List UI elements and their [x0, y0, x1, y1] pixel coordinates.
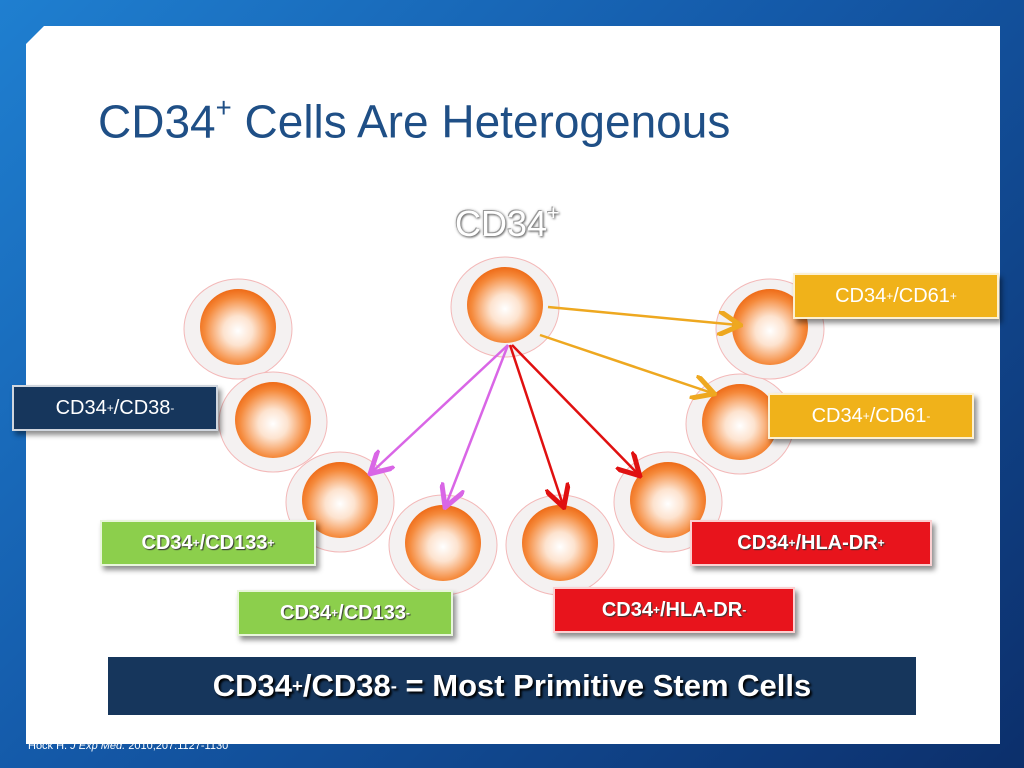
- slide-title: CD34+ Cells Are Heterogenous: [98, 92, 730, 149]
- text-segment: /CD61: [869, 404, 927, 427]
- text-segment: CD34: [455, 203, 548, 245]
- superscript: +: [877, 536, 885, 550]
- text-segment: /HLA-DR: [659, 598, 743, 621]
- superscript: +: [886, 289, 894, 303]
- superscript: -: [405, 606, 410, 620]
- cell-nucleus: [405, 505, 481, 581]
- arrow: [446, 344, 510, 505]
- text-segment: CD34: [55, 396, 107, 419]
- arrow: [547, 305, 738, 325]
- superscript: +: [215, 92, 232, 123]
- summary-banner: CD34 +/CD38- = Most Primitive Stem Cells: [108, 657, 916, 715]
- cell-nucleus: [732, 289, 808, 365]
- superscript: +: [267, 536, 275, 550]
- superscript: +: [291, 675, 303, 696]
- text-segment: /CD38: [113, 396, 171, 419]
- superscript: -: [390, 675, 397, 696]
- superscript: +: [331, 606, 339, 620]
- cell-nucleus: [235, 382, 311, 458]
- text-segment: /CD38: [302, 668, 391, 703]
- text-segment: CD34: [737, 531, 789, 554]
- arrow: [511, 344, 638, 474]
- cell-nucleus: [302, 462, 378, 538]
- text-segment: CD34: [811, 404, 863, 427]
- text-segment: CD34: [601, 598, 653, 621]
- text-segment: /HLA-DR: [795, 531, 878, 554]
- cell-nucleus: [200, 289, 276, 365]
- text-segment: /CD61: [893, 284, 950, 307]
- superscript: +: [652, 603, 660, 617]
- superscript: +: [106, 401, 114, 415]
- superscript: +: [192, 536, 200, 550]
- label-box: CD34 +/CD61-: [768, 393, 974, 439]
- cell-nucleus: [522, 505, 598, 581]
- cell-nucleus: [702, 384, 778, 460]
- citation-author: Hock H.: [28, 740, 71, 752]
- superscript: +: [949, 289, 957, 303]
- label-box: CD34 +/CD38-: [12, 385, 218, 431]
- superscript: +: [547, 200, 560, 225]
- text-segment: CD34: [835, 284, 887, 307]
- citation-details: 2010;207:1127-1130: [125, 740, 229, 752]
- arrows: [372, 305, 738, 505]
- text-segment: = Most Primitive Stem Cells: [396, 668, 812, 703]
- arrow: [372, 344, 509, 472]
- text-segment: CD34: [141, 531, 193, 554]
- cell-nucleus: [467, 267, 543, 343]
- text-segment: Cells Are Heterogenous: [231, 95, 731, 148]
- label-box: CD34 +/CD61 +: [793, 273, 999, 319]
- superscript: +: [862, 409, 870, 423]
- text-segment: /CD133: [338, 601, 406, 624]
- arrow: [508, 344, 563, 505]
- citation: Hock H. J Exp Med. 2010;207:1127-1130: [28, 740, 228, 752]
- citation-journal: J Exp Med.: [70, 740, 126, 752]
- label-box: CD34 +/CD133 +: [100, 520, 316, 566]
- text-segment: CD34: [280, 601, 332, 624]
- label-box: CD34 +/HLA-DR +: [690, 520, 932, 566]
- text-segment: CD34: [98, 95, 216, 148]
- superscript: -: [926, 409, 931, 423]
- superscript: -: [170, 401, 175, 415]
- center-cell-label: CD34+: [455, 200, 560, 245]
- cell-nucleus: [630, 462, 706, 538]
- text-segment: /CD133: [199, 531, 268, 554]
- label-box: CD34 +/HLA-DR -: [553, 587, 795, 633]
- arrow: [539, 333, 712, 393]
- superscript: +: [788, 536, 796, 550]
- superscript: -: [742, 603, 747, 617]
- label-box: CD34 +/CD133-: [237, 590, 453, 636]
- text-segment: CD34: [212, 668, 292, 703]
